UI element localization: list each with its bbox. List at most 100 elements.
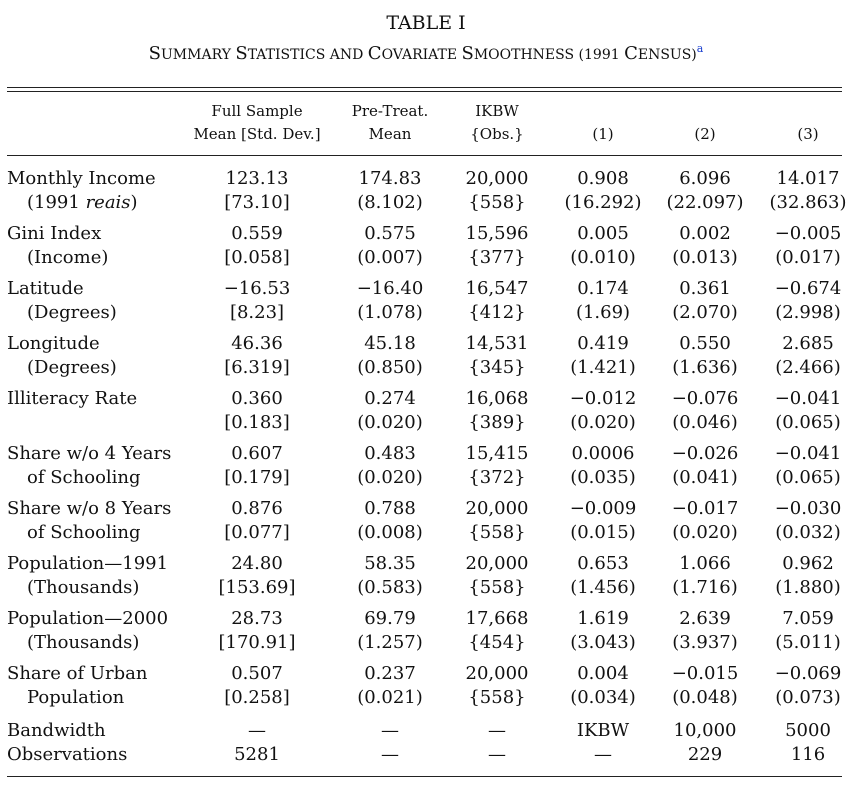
- footer-full-sample: 5281: [234, 744, 280, 765]
- error-pre-treat: (0.583): [357, 577, 423, 598]
- col-header-pre-treat-line2: Mean: [368, 125, 412, 143]
- col-header-ikbw-line1: IKBW: [475, 102, 519, 120]
- col-header-col1-line2: (1): [592, 125, 614, 143]
- row-sublabel: (Income): [27, 246, 108, 270]
- error-full-sample: [0.058]: [224, 247, 290, 268]
- value-pre-treat: 0.483: [364, 443, 416, 464]
- value-ikbw-obs: 15,415: [465, 443, 529, 464]
- value-col3: 7.059: [782, 608, 834, 629]
- value-ikbw-obs: 20,000: [465, 168, 529, 189]
- value-col1: 0.005: [577, 223, 629, 244]
- value-full-sample: −16.53: [223, 278, 291, 299]
- error-ikbw-obs: {412}: [468, 302, 526, 323]
- row-sublabel-part: (Thousands): [27, 632, 140, 653]
- value-col1: 1.619: [577, 608, 629, 629]
- value-full-sample: 0.360: [231, 388, 283, 409]
- error-col3: (0.073): [775, 687, 841, 708]
- value-col3: −0.030: [774, 498, 842, 519]
- value-col2: −0.017: [671, 498, 739, 519]
- value-full-sample: 28.73: [231, 608, 283, 629]
- row-label: Share of Urban: [7, 663, 148, 684]
- error-col3: (0.017): [775, 247, 841, 268]
- error-col2: (0.046): [672, 412, 738, 433]
- value-pre-treat: 45.18: [364, 333, 416, 354]
- value-pre-treat: −16.40: [356, 278, 424, 299]
- value-ikbw-obs: 16,068: [465, 388, 529, 409]
- error-col2: (22.097): [666, 192, 744, 213]
- error-col3: (5.011): [775, 632, 841, 653]
- row-sublabel-part: (Degrees): [27, 302, 117, 323]
- error-full-sample: [73.10]: [224, 192, 290, 213]
- error-col2: (0.048): [672, 687, 738, 708]
- value-full-sample: 0.559: [231, 223, 283, 244]
- error-full-sample: [0.183]: [224, 412, 290, 433]
- row-sublabel: Population: [27, 686, 124, 710]
- footer-col3: 5000: [785, 720, 831, 741]
- value-col2: −0.076: [671, 388, 739, 409]
- row-label: Population—2000: [7, 608, 169, 629]
- error-col3: (0.065): [775, 412, 841, 433]
- error-full-sample: [0.179]: [224, 467, 290, 488]
- error-col1: (1.421): [570, 357, 636, 378]
- error-col2: (2.070): [672, 302, 738, 323]
- value-ikbw-obs: 15,596: [465, 223, 529, 244]
- row-label: Population—1991: [7, 553, 169, 574]
- error-ikbw-obs: {345}: [468, 357, 526, 378]
- error-pre-treat: (1.078): [357, 302, 423, 323]
- footer-col2: 229: [687, 744, 723, 765]
- error-col2: (3.937): [672, 632, 738, 653]
- footer-full-sample: —: [248, 720, 266, 741]
- error-col2: (0.013): [672, 247, 738, 268]
- error-full-sample: [170.91]: [218, 632, 296, 653]
- error-ikbw-obs: {389}: [468, 412, 526, 433]
- col-header-full-sample-line1: Full Sample: [211, 102, 303, 120]
- value-full-sample: 123.13: [225, 168, 289, 189]
- footer-label: Bandwidth: [7, 720, 106, 741]
- error-col3: (0.032): [775, 522, 841, 543]
- row-label: Illiteracy Rate: [7, 388, 138, 409]
- value-full-sample: 0.607: [231, 443, 283, 464]
- value-col2: 2.639: [679, 608, 731, 629]
- error-col3: (0.065): [775, 467, 841, 488]
- col-header-col3-line2: (3): [797, 125, 819, 143]
- value-ikbw-obs: 20,000: [465, 663, 529, 684]
- table-title: TABLE I: [386, 12, 466, 34]
- value-col3: −0.041: [774, 443, 842, 464]
- value-full-sample: 46.36: [231, 333, 283, 354]
- error-full-sample: [6.319]: [224, 357, 290, 378]
- value-pre-treat: 0.788: [364, 498, 416, 519]
- footer-pre-treat: —: [381, 744, 399, 765]
- footer-ikbw-obs: —: [488, 720, 506, 741]
- row-sublabel: (Degrees): [27, 301, 117, 325]
- row-sublabel-part: Population: [27, 687, 125, 708]
- value-col3: 2.685: [782, 333, 834, 354]
- value-col3: −0.005: [774, 223, 842, 244]
- value-pre-treat: 69.79: [364, 608, 416, 629]
- value-ikbw-obs: 20,000: [465, 553, 529, 574]
- value-col1: 0.908: [577, 168, 629, 189]
- value-col3: 0.962: [782, 553, 834, 574]
- row-sublabel-part: of Schooling: [27, 467, 141, 488]
- value-pre-treat: 58.35: [364, 553, 416, 574]
- error-ikbw-obs: {372}: [468, 467, 526, 488]
- row-sublabel: of Schooling: [27, 521, 141, 545]
- value-pre-treat: 0.274: [364, 388, 416, 409]
- footer-col2: 10,000: [673, 720, 737, 741]
- row-label: Monthly Income: [7, 168, 156, 189]
- row-sublabel-part: reais: [85, 192, 131, 213]
- value-col1: −0.012: [569, 388, 637, 409]
- value-ikbw-obs: 16,547: [465, 278, 529, 299]
- col-header-pre-treat-line1: Pre-Treat.: [351, 102, 429, 120]
- error-col2: (1.636): [672, 357, 738, 378]
- error-col3: (2.466): [775, 357, 841, 378]
- footer-ikbw-obs: —: [488, 744, 506, 765]
- header-rule: [7, 155, 842, 156]
- error-col1: (0.020): [570, 412, 636, 433]
- error-col1: (1.69): [575, 302, 631, 323]
- row-sublabel-part: of Schooling: [27, 522, 141, 543]
- footer-col1: —: [594, 744, 612, 765]
- row-label: Gini Index: [7, 223, 102, 244]
- footer-col1: IKBW: [576, 720, 630, 741]
- col-header-full-sample-line2: Mean [Std. Dev.]: [193, 125, 321, 143]
- footnote-marker[interactable]: a: [696, 42, 704, 55]
